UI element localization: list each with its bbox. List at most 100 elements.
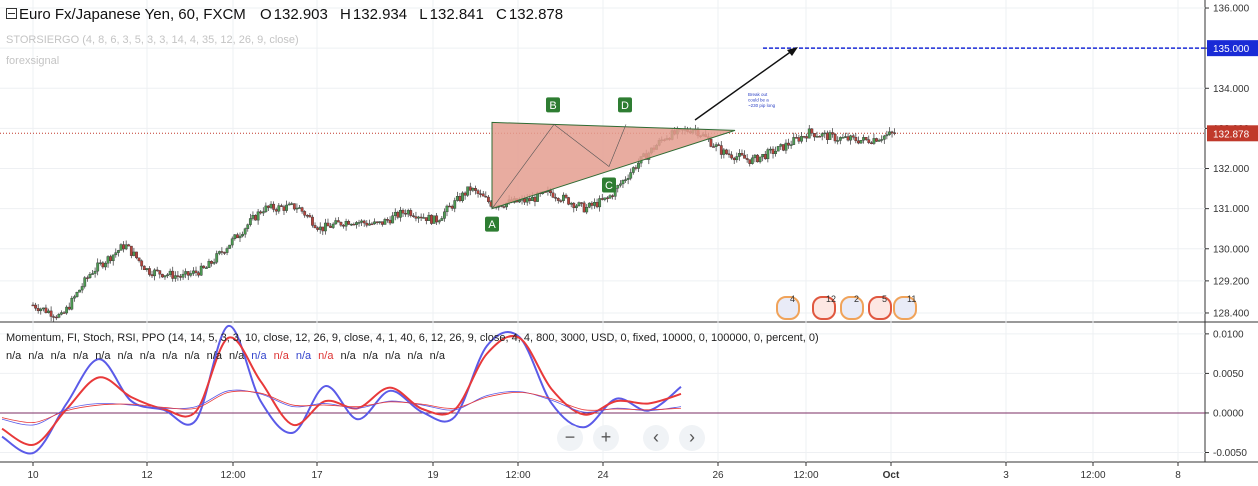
candle [846,136,850,141]
candle [427,214,431,221]
candle [419,216,423,219]
candle [119,244,123,251]
candle [342,225,345,227]
indicator-legend[interactable]: Momentum, FI, Stoch, RSI, PPO (14, 14, 5… [6,332,819,344]
candle [753,154,757,159]
candle [93,270,97,274]
candle [797,137,801,142]
candle [254,215,257,221]
study-legend[interactable]: STORSIERGO (4, 8, 6, 3, 5, 3, 3, 14, 4, … [6,34,299,46]
zoom-out-button[interactable]: − [557,425,583,451]
candle [888,131,891,135]
candle [885,134,889,137]
indicator-value: n/a [362,350,379,362]
candle [766,149,770,160]
candle [712,146,715,148]
collapse-icon[interactable] [6,8,17,19]
calendar-event-icon[interactable]: 4 [776,294,800,320]
candle [155,269,159,272]
candle [70,297,74,310]
indicator-value: n/a [340,350,356,362]
candle [344,221,348,227]
candle [603,197,607,200]
candle [572,202,576,209]
candle [823,132,827,135]
candle [437,220,441,223]
candle [39,308,43,312]
candle [518,200,521,203]
candle [192,270,195,274]
candle [771,148,775,154]
calendar-event-icon[interactable]: 5 [868,294,892,320]
candle [132,251,136,256]
scroll-right-button[interactable]: › [679,425,705,451]
low-label: L [419,6,428,23]
candle [831,132,834,135]
candle [629,172,633,179]
calendar-event-icon[interactable]: 12 [812,294,836,320]
candle [637,162,640,169]
candle [838,137,842,141]
calendar-event-icon[interactable]: 11 [893,294,917,320]
point-marker [602,177,616,193]
candle [233,234,237,239]
symbol-title: Euro Fx/Japanese Yen, 60, FXCM [19,6,246,23]
candle [370,223,374,226]
close-label: C [496,6,507,23]
indicator-tick-label: 0.0100 [1213,329,1244,340]
time-axis[interactable]: 10 12 12:00 17 19 12:00 24 26 12:00 Oct 3 12:00 8 [27,462,1181,481]
candle [787,142,790,146]
candle [422,217,426,219]
candle [445,205,449,213]
candle [391,215,395,224]
candle [274,209,278,212]
candle [54,316,58,319]
candle [349,223,353,226]
candle [129,245,133,256]
candle [600,198,604,200]
candle [47,310,50,313]
indicator-value: n/a [429,350,445,362]
price-axis[interactable]: 136.000135.000134.000133.000132.000131.0… [1205,4,1258,459]
candle [383,219,387,225]
candle [533,196,537,202]
candle [36,308,40,312]
candle [367,223,371,226]
candle [468,186,472,191]
candle [96,262,100,272]
candle [336,220,340,223]
price-tick-label: 130.000 [1213,244,1250,255]
time-tick-label: 12:00 [505,470,530,481]
candle [743,154,746,159]
candle [737,153,741,157]
candle [869,142,873,144]
time-tick-label: 12:00 [1080,470,1105,481]
candle [857,140,860,144]
candle [352,223,356,226]
candle [153,269,157,277]
candle [424,217,428,221]
candle [57,314,61,318]
candle [207,260,211,268]
candle [466,186,470,196]
annotation-note: could be a [748,98,769,103]
candle [608,195,612,199]
scroll-left-button[interactable]: ‹ [643,425,669,451]
indicator-value: n/a [273,350,289,362]
zoom-in-button[interactable]: + [593,425,619,451]
candle [171,270,175,279]
candle [210,260,213,264]
candle [321,226,325,232]
point-label: B [549,100,556,112]
candle [124,244,128,250]
candle [122,244,125,250]
candle [805,136,809,139]
candle [236,234,239,239]
calendar-event-icon[interactable]: 2 [840,294,864,320]
price-tick-label: 128.400 [1213,308,1250,319]
candle [300,207,304,212]
candle [851,135,855,138]
